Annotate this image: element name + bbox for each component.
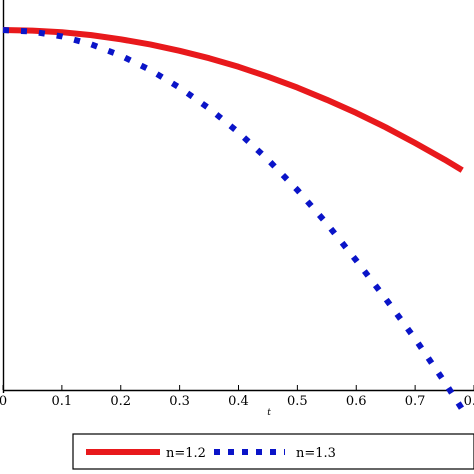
x-tick-label: 0.3: [169, 394, 190, 409]
x-tick-label: 0.7: [405, 394, 426, 409]
x-axis-label: t: [267, 408, 271, 418]
x-tick-label: 0.6: [346, 394, 367, 409]
series-layer: [2, 27, 465, 411]
x-tick-label: 0.5: [287, 394, 308, 409]
x-tick-label: 0.4: [228, 394, 249, 409]
series-line-n-1-2: [2, 27, 464, 173]
legend-label-n-1-2: n=1.2: [166, 446, 206, 461]
legend: n=1.2 n=1.3: [72, 433, 474, 470]
x-tick-label: 0.1: [52, 394, 73, 409]
x-ticks: 0 0.1 0.2 0.3 0.4 0.5 0.6 0.7 0.8: [0, 385, 474, 409]
x-tick-label: 0.8: [464, 394, 474, 409]
x-tick-label: 0.2: [110, 394, 131, 409]
x-tick-label: 0: [0, 394, 7, 409]
series-line-n-1-3: [2, 27, 465, 411]
plot-area: 0 0.1 0.2 0.3 0.4 0.5 0.6 0.7 0.8 t: [0, 0, 474, 418]
legend-label-n-1-3: n=1.3: [296, 446, 336, 461]
